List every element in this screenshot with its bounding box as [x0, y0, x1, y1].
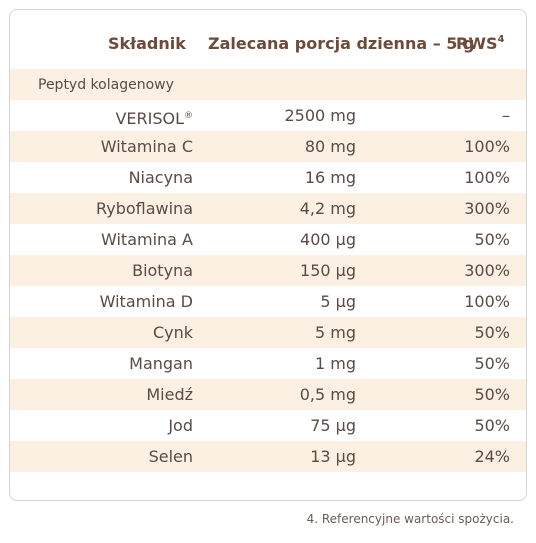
daily-amount: 1 mg: [314, 354, 356, 373]
ingredient-name: Peptyd kolagenowy: [38, 76, 174, 94]
rws-value: 50%: [474, 416, 510, 435]
registered-mark: ®: [184, 111, 193, 121]
daily-amount: 16 mg: [304, 168, 356, 187]
header-rws-label: RWS: [456, 34, 498, 53]
ingredient-name: Selen: [149, 448, 193, 466]
daily-amount: 5 µg: [320, 292, 356, 311]
daily-amount: 150 µg: [300, 261, 356, 280]
table-row: Biotyna 150 µg 300%: [10, 255, 526, 286]
footnote: 4. Referencyjne wartości spożycia.: [306, 512, 514, 526]
daily-amount: 80 mg: [304, 137, 356, 156]
table-header: Składnik Zalecana porcja dzienna – 5 g R…: [10, 30, 526, 64]
rws-value: 300%: [464, 199, 510, 218]
ingredient-name-text: Witamina A: [101, 230, 193, 249]
ingredient-name-text: Ryboflawina: [95, 199, 193, 218]
nutrition-table-card: Składnik Zalecana porcja dzienna – 5 g R…: [9, 9, 527, 501]
ingredient-name: Jod: [168, 417, 193, 435]
header-ingredient: Składnik: [108, 34, 186, 53]
daily-amount: 4,2 mg: [299, 199, 356, 218]
table-row: Cynk 5 mg 50%: [10, 317, 526, 348]
table-row: Peptyd kolagenowy: [10, 69, 526, 100]
rws-value: 100%: [464, 168, 510, 187]
ingredient-name-text: Witamina C: [100, 137, 193, 156]
ingredient-name-text: Witamina D: [99, 292, 193, 311]
ingredient-name-text: Niacyna: [128, 168, 193, 187]
table-row: Witamina A 400 µg 50%: [10, 224, 526, 255]
header-rws: RWS4: [456, 34, 504, 53]
ingredient-name: Witamina D: [100, 293, 193, 311]
table-row: Witamina C 80 mg 100%: [10, 131, 526, 162]
rws-value: 50%: [474, 354, 510, 373]
ingredient-name-text: Jod: [168, 416, 193, 435]
ingredient-name: Mangan: [129, 355, 193, 373]
ingredient-name-text: Selen: [148, 447, 193, 466]
ingredient-name-text: Mangan: [129, 354, 193, 373]
daily-amount: 400 µg: [300, 230, 356, 249]
daily-amount: 75 µg: [310, 416, 356, 435]
ingredient-name: VERISOL®: [115, 107, 193, 128]
table-row: Jod 75 µg 50%: [10, 410, 526, 441]
daily-amount: 2500 mg: [284, 106, 356, 125]
ingredient-name: Witamina A: [101, 231, 193, 249]
daily-amount: 13 µg: [310, 447, 356, 466]
table-row: Selen 13 µg 24%: [10, 441, 526, 472]
rws-value: –: [502, 106, 510, 125]
ingredient-name: Miedź: [146, 386, 193, 404]
ingredient-name-text: VERISOL: [115, 109, 184, 128]
rws-value: 50%: [474, 385, 510, 404]
table-row: VERISOL® 2500 mg –: [10, 100, 526, 131]
rws-value: 300%: [464, 261, 510, 280]
ingredient-name-text: Peptyd kolagenowy: [38, 77, 174, 93]
ingredient-name-text: Biotyna: [132, 261, 193, 280]
table-row: Niacyna 16 mg 100%: [10, 162, 526, 193]
ingredient-name: Ryboflawina: [96, 200, 193, 218]
rws-value: 50%: [474, 230, 510, 249]
header-daily-portion: Zalecana porcja dzienna – 5 g: [208, 34, 475, 53]
rws-value: 100%: [464, 292, 510, 311]
ingredient-name-text: Cynk: [152, 323, 193, 342]
rws-value: 50%: [474, 323, 510, 342]
daily-amount: 0,5 mg: [299, 385, 356, 404]
table-row: Witamina D 5 µg 100%: [10, 286, 526, 317]
daily-amount: 5 mg: [314, 323, 356, 342]
rws-value: 100%: [464, 137, 510, 156]
ingredient-name-text: Miedź: [146, 385, 193, 404]
ingredient-name: Cynk: [153, 324, 193, 342]
header-rws-footnote-mark: 4: [497, 34, 505, 45]
table-row: Ryboflawina 4,2 mg 300%: [10, 193, 526, 224]
table-row: Miedź 0,5 mg 50%: [10, 379, 526, 410]
table-row: Mangan 1 mg 50%: [10, 348, 526, 379]
rws-value: 24%: [474, 447, 510, 466]
ingredient-name: Witamina C: [101, 138, 193, 156]
ingredient-name: Niacyna: [129, 169, 193, 187]
table-body: Peptyd kolagenowy VERISOL® 2500 mg – Witamin…: [10, 69, 526, 472]
ingredient-name: Biotyna: [132, 262, 193, 280]
